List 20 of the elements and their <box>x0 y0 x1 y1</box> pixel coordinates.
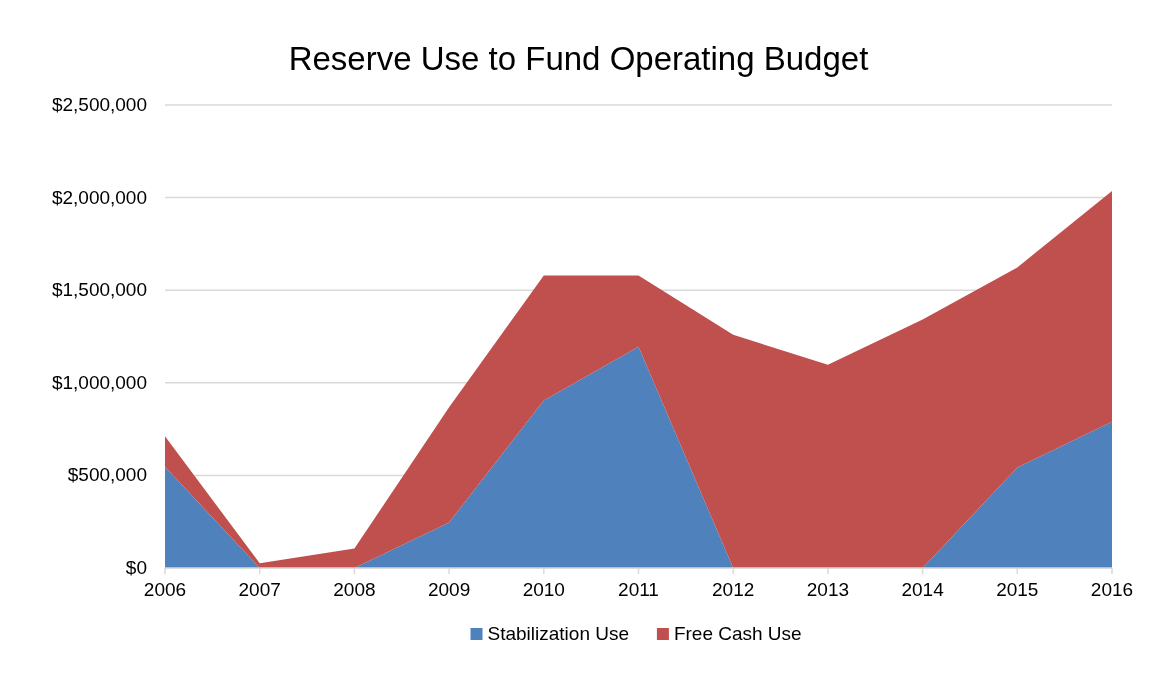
x-tick-label: 2016 <box>1090 579 1134 600</box>
x-tick-label: 2012 <box>712 579 755 600</box>
x-tick-label: 2009 <box>427 579 471 600</box>
x-tick-label: 2007 <box>238 579 281 600</box>
x-tick-label: 2014 <box>901 579 945 600</box>
x-tick-label: 2015 <box>996 579 1039 600</box>
x-tick-label: 2010 <box>522 579 565 600</box>
x-tick-label: 2011 <box>618 579 659 600</box>
y-tick-label: $1,000,000 <box>51 371 147 393</box>
legend-label: Free Cash Use <box>673 623 802 644</box>
y-tick-label: $2,000,000 <box>51 186 147 208</box>
x-tick-label: 2008 <box>333 579 376 600</box>
y-tick-label: $2,500,000 <box>51 94 147 115</box>
y-tick-label: $0 <box>125 557 147 578</box>
x-tick-label: 2006 <box>143 579 187 600</box>
x-tick-label: 2013 <box>806 579 850 600</box>
y-tick-label: $500,000 <box>67 464 147 486</box>
legend-label: Stabilization Use <box>487 623 630 644</box>
y-tick-label: $1,500,000 <box>51 279 147 301</box>
chart-title: Reserve Use to Fund Operating Budget <box>288 40 869 77</box>
